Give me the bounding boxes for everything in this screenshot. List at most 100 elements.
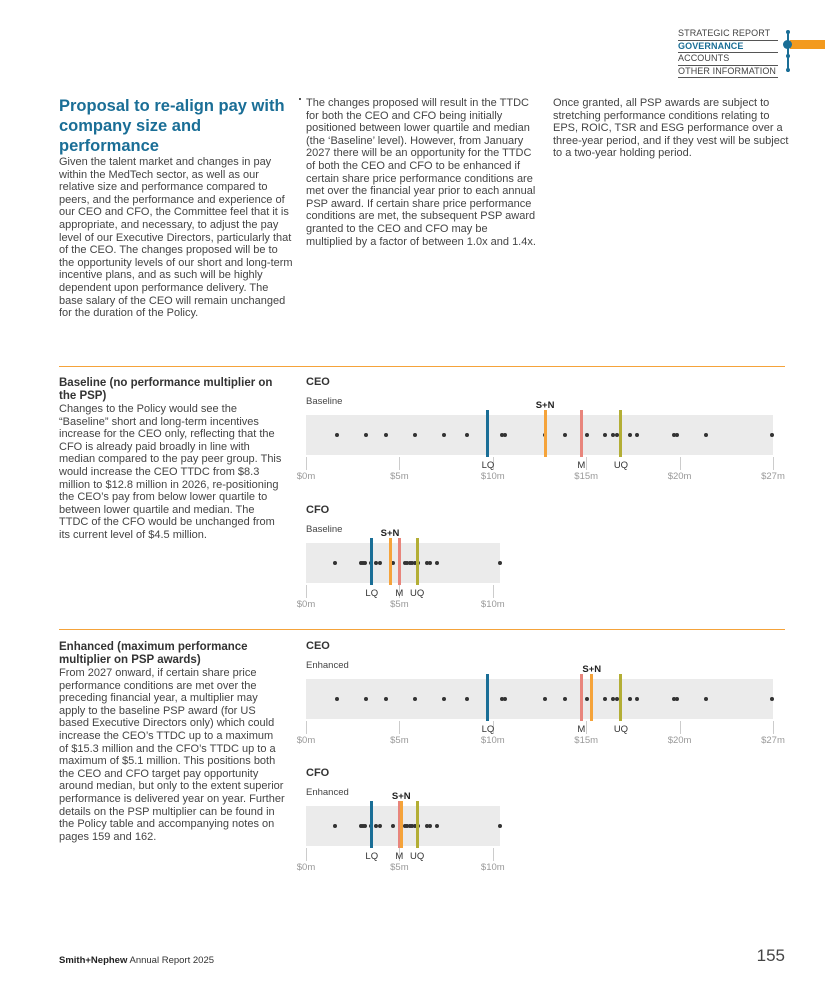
axis-tick-label: $20m — [667, 471, 692, 482]
nav-strategic-report[interactable]: STRATEGIC REPORT — [678, 28, 778, 41]
marker-label: LQ — [365, 588, 379, 599]
peer-dot — [628, 433, 633, 437]
marker-label: S+N — [582, 664, 602, 675]
peer-dot — [465, 433, 470, 437]
peer-dot — [562, 697, 567, 701]
peer-dot — [503, 433, 508, 437]
nav-dot — [786, 30, 790, 34]
footer-text: Annual Report 2025 — [129, 955, 215, 966]
peer-dot — [602, 433, 607, 437]
marker-snn — [399, 801, 403, 848]
section-divider — [59, 366, 785, 367]
axis-tick-label: $5m — [390, 735, 409, 746]
marker-m — [397, 801, 401, 848]
peer-dot — [542, 697, 547, 701]
axis-tick — [679, 457, 681, 470]
peer-dot — [671, 697, 676, 701]
peer-dot — [405, 824, 410, 828]
peer-dot — [391, 824, 396, 828]
marker-snn — [543, 410, 547, 457]
axis-tick-label: $5m — [390, 471, 409, 482]
marker-label: M — [395, 588, 404, 599]
peer-dot — [407, 561, 412, 565]
axis-tick — [399, 848, 401, 861]
chart-band — [306, 679, 773, 719]
chart-title: CEO — [306, 640, 330, 652]
peer-dot — [434, 824, 439, 828]
marker-lq — [370, 538, 374, 585]
peer-dot — [497, 824, 502, 828]
peer-dot — [770, 433, 775, 437]
nav-governance[interactable]: GOVERNANCE — [678, 41, 778, 53]
peer-dot — [503, 697, 508, 701]
peer-dot — [628, 697, 633, 701]
peer-dot — [614, 433, 619, 437]
peer-dot — [363, 697, 368, 701]
peer-dot — [635, 697, 640, 701]
marker-m — [579, 674, 583, 721]
intro-paragraph: Once granted, all PSP awards are subject… — [553, 97, 789, 160]
marker-uq — [619, 410, 623, 457]
peer-dot — [373, 824, 378, 828]
footer: Smith+Nephew Annual Report 2025 — [59, 955, 214, 966]
peer-dot — [442, 433, 447, 437]
chart-subtitle: Enhanced — [306, 660, 349, 671]
peer-dot — [442, 697, 447, 701]
baseline-heading: Baseline (no performance multiplier on t… — [59, 377, 273, 402]
peer-dot — [412, 824, 417, 828]
axis-tick — [306, 457, 307, 470]
peer-dot — [405, 561, 410, 565]
axis-tick — [679, 721, 681, 734]
marker-label: LQ — [481, 724, 495, 735]
axis-tick — [306, 721, 307, 734]
peer-dot — [362, 561, 367, 565]
intro-paragraph: The changes proposed will result in the … — [306, 97, 536, 248]
axis-tick — [492, 848, 494, 861]
peer-dot — [671, 433, 676, 437]
nav-dot — [786, 68, 790, 72]
axis-tick — [306, 585, 307, 598]
peer-dot — [427, 824, 432, 828]
peer-dot — [703, 433, 708, 437]
peer-dot — [614, 697, 619, 701]
peer-dot — [402, 561, 407, 565]
marker-label: M — [577, 724, 586, 735]
axis-tick-label: $10m — [480, 471, 505, 482]
axis-tick-label: $15m — [574, 471, 599, 482]
peer-dot — [410, 824, 415, 828]
nav-active-tab — [790, 40, 825, 49]
nav-track — [787, 31, 789, 72]
peer-dot — [377, 824, 382, 828]
marker-snn — [590, 674, 594, 721]
peer-dot — [425, 561, 430, 565]
intro-column-1: Proposal to re-align pay with company si… — [59, 96, 293, 320]
marker-label: M — [395, 851, 404, 862]
peer-dot — [427, 561, 432, 565]
chart-subtitle: Baseline — [306, 396, 343, 407]
intro-column-2: The changes proposed will result in the … — [306, 97, 536, 248]
axis-tick — [773, 457, 774, 470]
marker-label: S+N — [535, 400, 555, 411]
peer-dot — [373, 561, 378, 565]
chart-title: CEO — [306, 376, 330, 388]
enhanced-section: Enhanced (maximum performance multiplier… — [59, 641, 285, 843]
axis-tick-label: $0m — [296, 735, 316, 746]
peer-dot — [410, 561, 415, 565]
axis-tick-label: $10m — [480, 599, 505, 610]
peer-dot — [383, 433, 388, 437]
chart-band — [306, 415, 773, 455]
nav-other-information[interactable]: OTHER INFORMATION — [678, 66, 778, 78]
peer-dot — [585, 697, 590, 701]
nav-accounts[interactable]: ACCOUNTS — [678, 53, 778, 66]
chart-subtitle: Baseline — [306, 524, 343, 535]
marker-label: LQ — [481, 460, 495, 471]
marker-uq — [619, 674, 623, 721]
marker-label: UQ — [613, 724, 629, 735]
footer-brand: Smith+Nephew — [59, 955, 128, 966]
peer-dot — [412, 561, 417, 565]
axis-tick — [586, 457, 588, 470]
axis-tick — [773, 721, 774, 734]
axis-tick-label: $20m — [667, 735, 692, 746]
axis-tick — [399, 721, 401, 734]
nav-active-dot — [783, 40, 792, 49]
